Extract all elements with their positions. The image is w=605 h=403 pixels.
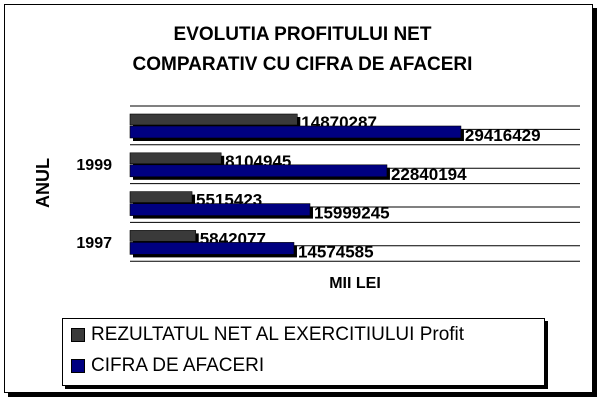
bar-cifra (129, 242, 295, 255)
bar-cifra (129, 125, 462, 139)
legend-item-profit: REZULTATUL NET AL EXERCITIULUI Profit (71, 324, 464, 346)
data-label: 22840194 (391, 165, 467, 184)
x-axis-title: MII LEI (329, 275, 381, 292)
bar-profit (129, 230, 197, 242)
legend-item-cifra: CIFRA DE AFACERI (71, 355, 264, 377)
legend-label-profit: REZULTATUL NET AL EXERCITIULUI Profit (91, 324, 465, 345)
data-label: 29416429 (465, 126, 541, 145)
chart-title-line-2: COMPARATIV CU CIFRA DE AFACERI (132, 54, 473, 75)
chart-title-line-1: EVOLUTIA PROFITULUI NET (173, 24, 432, 45)
bar-profit (129, 113, 298, 126)
legend-swatch-cifra (71, 359, 85, 373)
y-tick-label: 1999 (76, 157, 112, 174)
y-tick-label: 1997 (76, 235, 112, 252)
legend-swatch-profit (71, 328, 85, 342)
data-label: 14574585 (298, 242, 374, 261)
bar-profit (129, 191, 193, 203)
legend-label-cifra: CIFRA DE AFACERI (91, 355, 265, 376)
bar-profit (129, 152, 222, 165)
legend: REZULTATUL NET AL EXERCITIULUI Profit CI… (62, 318, 545, 386)
bar-cifra (129, 164, 388, 178)
data-label: 15999245 (314, 204, 390, 223)
bar-cifra (129, 203, 311, 216)
y-axis-title: ANUL (33, 158, 53, 208)
